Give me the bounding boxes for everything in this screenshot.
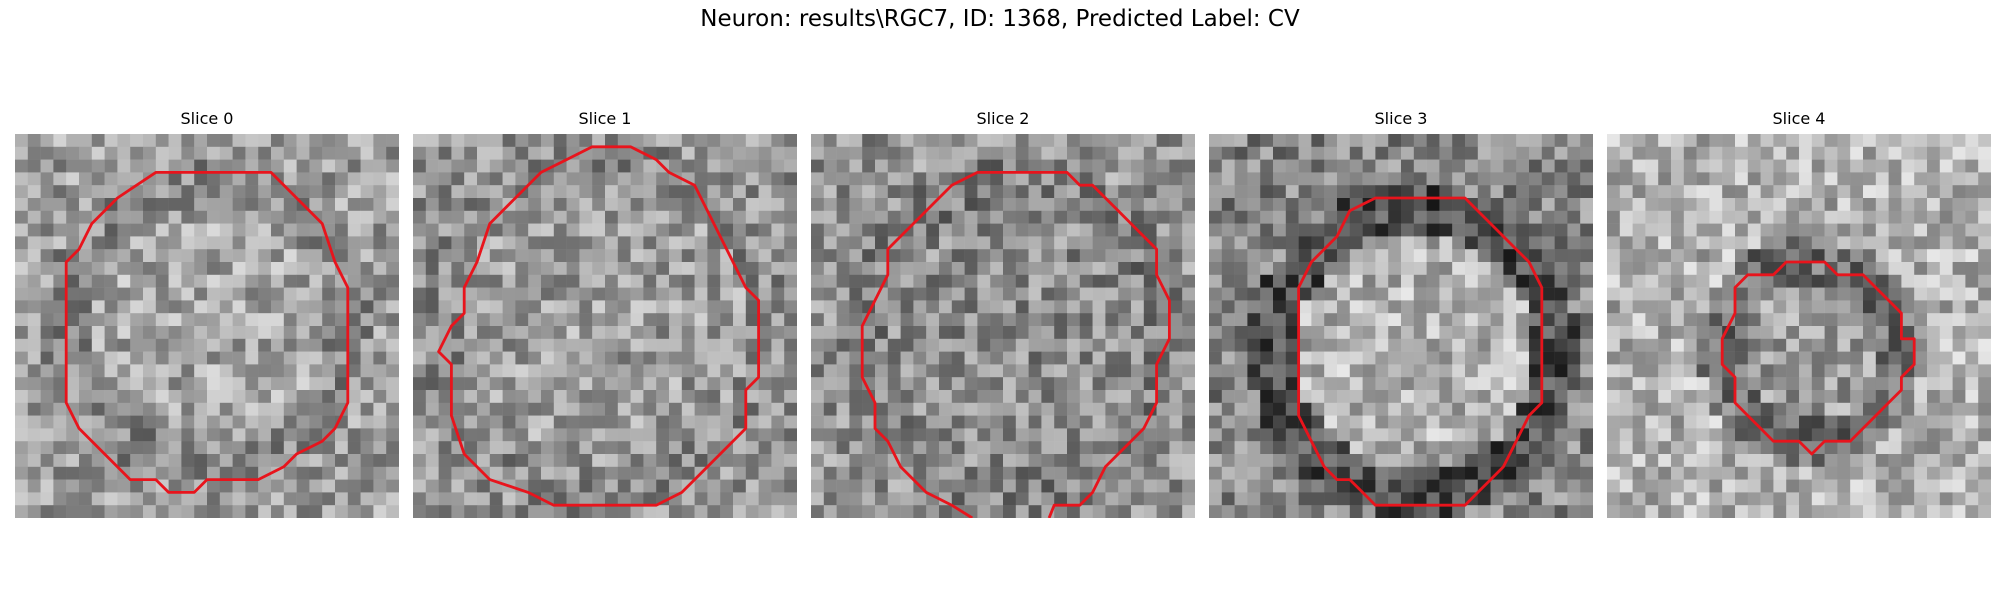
slice-image [413,134,797,518]
pixel-grid [1607,134,1991,518]
slice-image [1209,134,1593,518]
roi-contour [64,170,350,494]
roi-contour [437,145,761,507]
pixel-grid [1209,134,1593,518]
slice-panel-2: Slice 2 [811,108,1195,518]
slice-title: Slice 0 [180,109,234,128]
slice-image-svg [413,134,797,518]
slice-panel-4: Slice 4 [1607,108,1991,518]
slice-panel-0: Slice 0 [15,108,399,518]
slice-image [1607,134,1991,518]
roi-contour [1720,260,1916,456]
pixel-grid [15,134,399,518]
roi-contour [860,170,1171,518]
slice-panel-1: Slice 1 [413,108,797,518]
slice-title: Slice 1 [578,109,632,128]
figure-title: Neuron: results\RGC7, ID: 1368, Predicte… [700,6,1300,32]
slice-panel-3: Slice 3 [1209,108,1593,518]
slice-title: Slice 2 [976,109,1030,128]
slice-image-svg [1607,134,1991,518]
roi-contour [1297,196,1544,507]
slice-title: Slice 3 [1374,109,1428,128]
slice-image-svg [811,134,1195,518]
slice-image-svg [15,134,399,518]
pixel-grid [811,134,1195,518]
slice-title: Slice 4 [1772,109,1826,128]
slice-image [811,134,1195,518]
pixel-grid [413,134,797,518]
slice-image [15,134,399,518]
slice-image-svg [1209,134,1593,518]
